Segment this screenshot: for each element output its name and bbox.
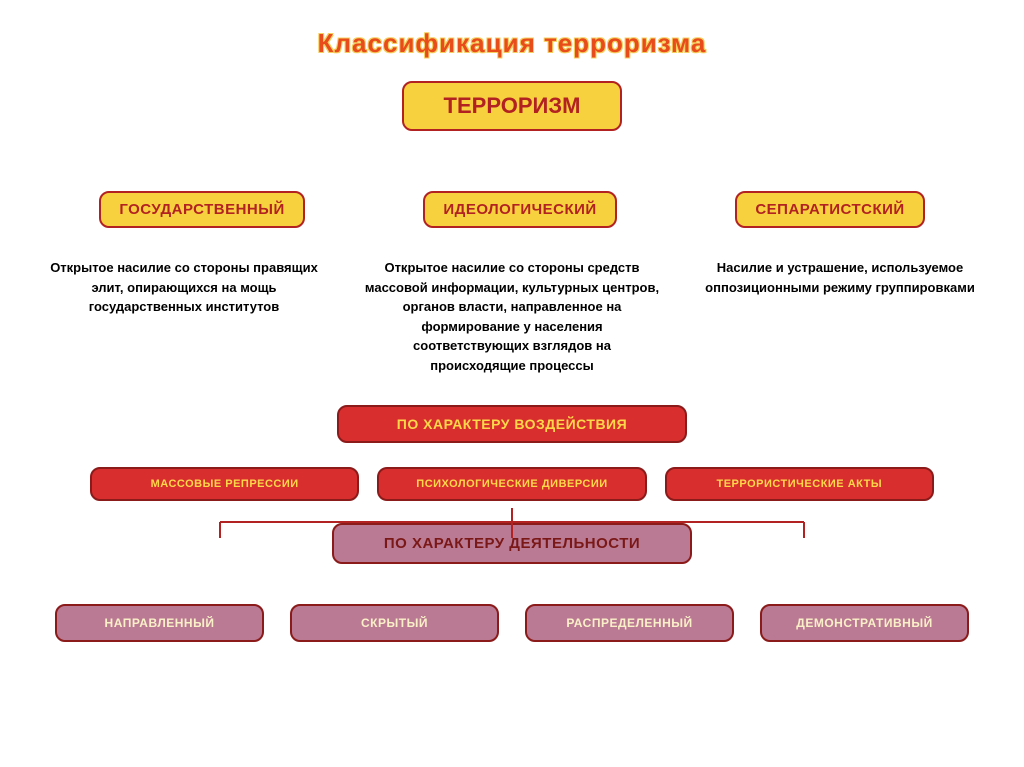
description-row: Открытое насилие со стороны правящих эли… — [0, 258, 1024, 375]
impact-item: ТЕРРОРИСТИЧЕСКИЕ АКТЫ — [665, 467, 934, 501]
impact-item: ПСИХОЛОГИЧЕСКИЕ ДИВЕРСИИ — [377, 467, 646, 501]
category-description: Насилие и устрашение, используемое оппоз… — [686, 258, 994, 375]
impact-header: ПО ХАРАКТЕРУ ВОЗДЕЙСТВИЯ — [337, 405, 687, 443]
category-box-ideological: ИДЕОЛОГИЧЕСКИЙ — [423, 191, 616, 228]
page-title: Классификация терроризма — [0, 0, 1024, 59]
category-box-separatist: СЕПАРАТИСТСКИЙ — [735, 191, 924, 228]
root-node: ТЕРРОРИЗМ — [402, 81, 622, 131]
category-description: Открытое насилие со стороны средств масс… — [358, 258, 666, 375]
activity-header: ПО ХАРАКТЕРУ ДЕЯТЕЛЬНОСТИ — [332, 523, 692, 564]
activity-item: НАПРАВЛЕННЫЙ — [55, 604, 264, 642]
activity-item: ДЕМОНСТРАТИВНЫЙ — [760, 604, 969, 642]
category-box-state: ГОСУДАРСТВЕННЫЙ — [99, 191, 304, 228]
activity-row: НАПРАВЛЕННЫЙ СКРЫТЫЙ РАСПРЕДЕЛЕННЫЙ ДЕМО… — [0, 604, 1024, 642]
impact-item: МАССОВЫЕ РЕПРЕССИИ — [90, 467, 359, 501]
activity-item: СКРЫТЫЙ — [290, 604, 499, 642]
impact-row: МАССОВЫЕ РЕПРЕССИИ ПСИХОЛОГИЧЕСКИЕ ДИВЕР… — [0, 467, 1024, 501]
category-description: Открытое насилие со стороны правящих эли… — [30, 258, 338, 375]
category-row: ГОСУДАРСТВЕННЫЙ ИДЕОЛОГИЧЕСКИЙ СЕПАРАТИС… — [0, 191, 1024, 228]
activity-item: РАСПРЕДЕЛЕННЫЙ — [525, 604, 734, 642]
